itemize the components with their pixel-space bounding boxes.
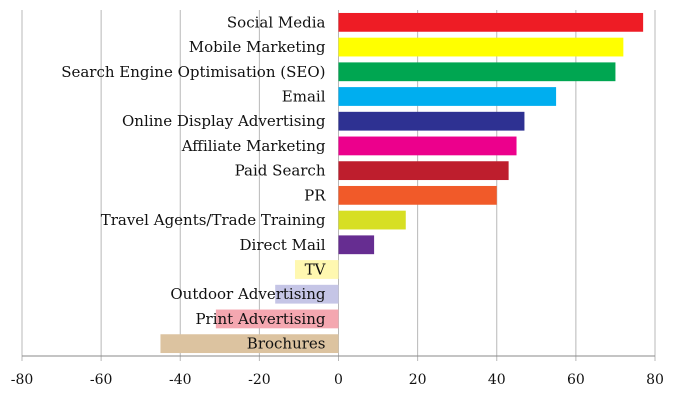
x-tick-label-6: 40 [488, 372, 506, 388]
bar-13 [160, 334, 339, 354]
bar-7 [338, 185, 497, 205]
category-label-9: Direct Mail [240, 236, 326, 254]
bar-3 [338, 87, 557, 106]
bar-2 [338, 62, 616, 82]
bar-5 [338, 136, 517, 156]
bar-11 [275, 284, 339, 304]
category-label-10: TV [305, 261, 327, 279]
category-label-7: PR [304, 186, 326, 204]
x-tick-label-8: 80 [646, 372, 664, 388]
bar-0 [338, 12, 644, 32]
bar-6 [338, 161, 509, 181]
category-labels: Social Media Mobile Marketing Search Engin… [61, 13, 326, 352]
category-label-12: Print Advertising [195, 310, 325, 328]
bar-12 [215, 309, 339, 329]
x-axis: -80 -60 -40 -20 0 20 40 60 80 [11, 355, 664, 388]
category-label-8: Travel Agents/Trade Training [101, 211, 326, 229]
bar-1 [338, 37, 624, 57]
x-tick-label-5: 20 [409, 372, 427, 388]
x-tick-label-0: -80 [11, 372, 34, 388]
category-label-2: Search Engine Optimisation (SEO) [61, 63, 325, 81]
x-tick-label-7: 60 [567, 372, 585, 388]
category-label-13: Brochures [247, 335, 326, 353]
x-tick-label-3: -20 [248, 372, 271, 388]
category-label-4: Online Display Advertising [122, 112, 326, 130]
bar-8 [338, 210, 406, 230]
category-label-0: Social Media [227, 13, 326, 31]
category-label-3: Email [282, 88, 326, 106]
x-tick-label-1: -60 [90, 372, 113, 388]
bar-10 [294, 260, 339, 279]
category-label-1: Mobile Marketing [189, 38, 326, 56]
category-label-11: Outdoor Advertising [170, 285, 326, 303]
bar-9 [338, 235, 375, 255]
x-tick-label-4: 0 [334, 372, 343, 388]
category-label-6: Paid Search [235, 162, 326, 180]
category-label-5: Affiliate Marketing [181, 137, 326, 155]
bars [160, 12, 644, 354]
x-tick-label-2: -40 [169, 372, 192, 388]
bar-4 [338, 111, 525, 131]
